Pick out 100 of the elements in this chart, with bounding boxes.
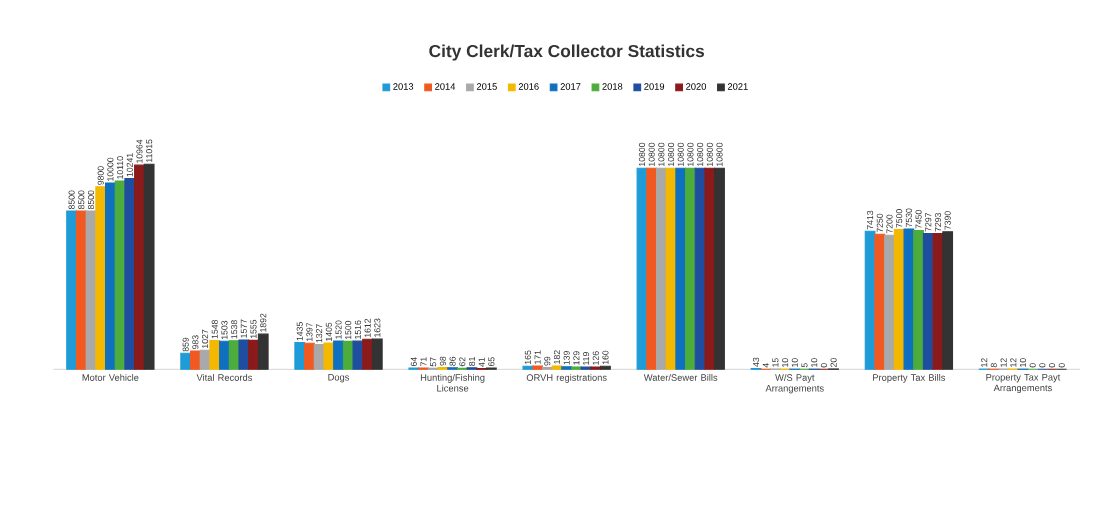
- bar: [884, 234, 895, 370]
- data-label: 7200: [886, 214, 893, 234]
- data-label: 1892: [260, 313, 267, 332]
- data-label: 1327: [316, 324, 323, 343]
- data-label: 10: [791, 358, 798, 367]
- data-label: 983: [192, 335, 199, 350]
- bar: [189, 350, 201, 370]
- bar: [714, 167, 725, 370]
- bar: [362, 338, 373, 370]
- data-label: 11015: [146, 139, 153, 162]
- legend-label: 2019: [644, 83, 665, 90]
- bar: [932, 232, 944, 370]
- data-label: 10964: [136, 139, 143, 163]
- bar: [134, 164, 145, 370]
- data-label: 859: [182, 337, 189, 352]
- data-label: 10110: [117, 156, 124, 179]
- data-label: 8500: [87, 190, 95, 210]
- data-label: 0: [1039, 363, 1046, 368]
- data-label: 1027: [202, 329, 209, 348]
- legend-label: 2014: [435, 83, 456, 90]
- data-label: 12: [1010, 358, 1017, 367]
- data-label: 1612: [364, 318, 371, 338]
- legend-label: 2021: [727, 83, 748, 90]
- data-label: 10800: [706, 142, 713, 166]
- data-label: 129: [573, 351, 580, 365]
- data-label: 10241: [126, 153, 133, 177]
- data-label: 7390: [944, 211, 951, 230]
- data-label: 10: [811, 358, 818, 367]
- data-label: 0: [820, 363, 827, 368]
- data-label: 20: [830, 358, 837, 367]
- data-label: 182: [553, 350, 561, 364]
- data-label: 4: [762, 363, 769, 368]
- data-label: 98: [439, 356, 446, 366]
- bar: [257, 333, 269, 370]
- data-label: 1503: [221, 320, 228, 340]
- data-label: 10800: [716, 142, 723, 166]
- data-label: 1548: [211, 320, 218, 339]
- bar: [561, 366, 573, 370]
- bar: [655, 167, 667, 370]
- x-tick-label: Property Tax Payt Arrangements: [986, 374, 1061, 394]
- data-label: 1500: [345, 320, 352, 340]
- data-label: 15: [772, 358, 779, 367]
- x-tick-label: Dogs: [328, 374, 350, 383]
- data-label: 10: [1019, 358, 1027, 367]
- bar: [590, 366, 602, 370]
- data-label: 41: [478, 357, 485, 367]
- legend-label: 2013: [393, 83, 414, 90]
- data-label: 57: [430, 357, 437, 367]
- data-label: 7450: [915, 210, 922, 229]
- bar: [685, 167, 696, 370]
- data-label: 1405: [325, 322, 332, 341]
- data-label: 1577: [240, 319, 247, 338]
- bar: [646, 167, 658, 370]
- x-tick-label: Property Tax Bills: [873, 374, 946, 383]
- data-label: 7297: [925, 213, 932, 232]
- data-label: 0: [1029, 363, 1036, 368]
- bar: [551, 365, 563, 370]
- bar: [323, 342, 335, 370]
- data-label: 81: [468, 357, 476, 366]
- data-label: 119: [583, 352, 590, 365]
- bar: [104, 182, 116, 370]
- data-label: 12: [981, 358, 988, 367]
- data-label: 7500: [896, 209, 903, 228]
- data-label: 7250: [876, 213, 883, 233]
- data-label: 1538: [231, 320, 238, 339]
- bar: [85, 210, 97, 370]
- data-label: 1520: [335, 320, 342, 339]
- data-label: 65: [488, 357, 495, 367]
- data-label: 10800: [697, 142, 704, 166]
- data-label: 1623: [374, 318, 381, 337]
- data-label: 10800: [677, 142, 684, 166]
- data-label: 7530: [905, 208, 912, 228]
- bar: [522, 365, 534, 370]
- bar: [371, 338, 383, 370]
- bar: [532, 365, 543, 370]
- bar: [570, 366, 582, 370]
- data-label: 10800: [648, 142, 655, 166]
- chart-title: City Clerk/Tax Collector Statistics: [429, 44, 704, 61]
- data-label: 1397: [306, 322, 313, 342]
- data-label: 7413: [867, 210, 874, 230]
- data-label: 0: [1058, 363, 1065, 368]
- data-label: 160: [602, 350, 609, 365]
- data-label: 64: [410, 357, 417, 367]
- bar: [66, 210, 77, 370]
- bar: [675, 167, 687, 370]
- data-label: 10000: [107, 157, 114, 181]
- data-label: 62: [459, 357, 466, 367]
- data-label: 10800: [638, 142, 646, 166]
- data-label: 71: [420, 357, 427, 366]
- bar: [124, 178, 136, 370]
- data-label: 7293: [934, 213, 942, 232]
- bar: [636, 167, 648, 370]
- bar: [352, 340, 364, 370]
- x-tick-label: Hunting/Fishing License: [420, 374, 485, 392]
- data-label: 5: [801, 363, 808, 368]
- legend-label: 2017: [560, 83, 581, 90]
- bar: [248, 339, 259, 370]
- bar: [238, 339, 250, 370]
- data-label: 12: [1000, 358, 1007, 367]
- legend-label: 2020: [686, 83, 707, 90]
